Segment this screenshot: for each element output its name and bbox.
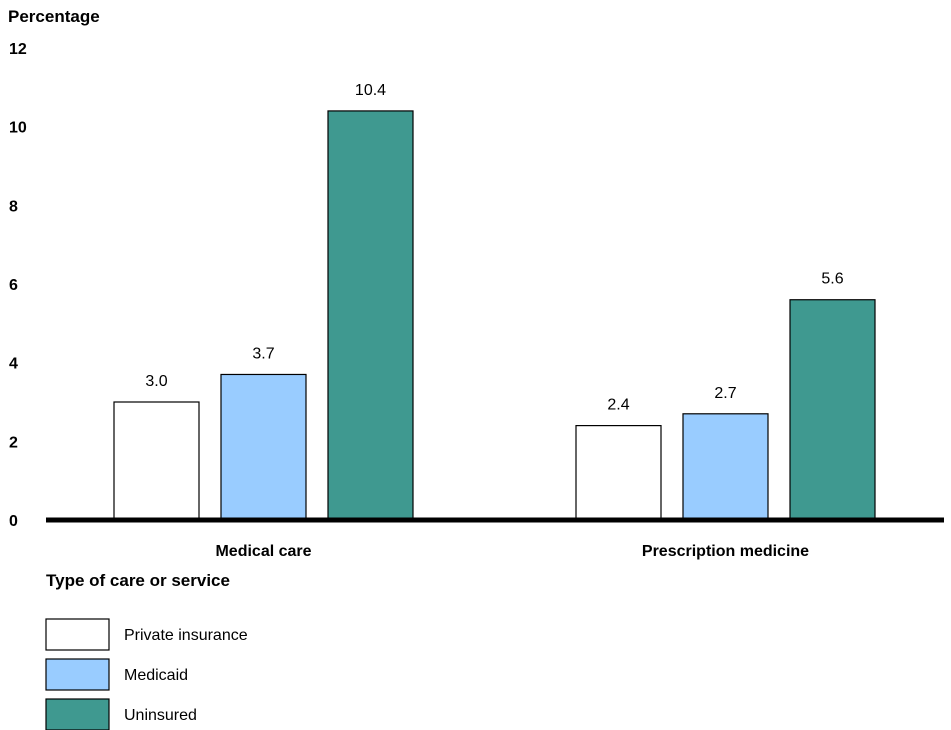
legend-swatch [45,618,110,651]
data-label: 3.0 [145,373,167,390]
data-label: 5.6 [821,271,843,288]
data-labels: 3.0 2.4 3.7 2.7 10.4 5.6 [145,82,843,414]
data-label: 10.4 [355,82,386,99]
legend-swatch [45,698,110,730]
legend-label: Uninsured [124,707,197,724]
y-tick-label: 4 [9,356,18,373]
y-tick-label: 2 [9,434,18,451]
y-tick-label: 8 [9,198,18,215]
category-label: Medical care [215,543,311,560]
bar [682,413,769,521]
legend-swatch [45,658,110,691]
y-axis-label: Percentage [8,7,100,26]
bars [113,110,876,521]
y-tick-label: 0 [9,513,18,530]
category-labels: Medical care Prescription medicine [215,543,809,560]
legend-label: Private insurance [124,627,248,644]
bar [327,110,414,521]
x-axis-label: Type of care or service [46,571,230,590]
y-tick-label: 10 [9,120,27,137]
bar [575,425,662,521]
bar [220,373,307,521]
bar [789,299,876,521]
legend-label: Medicaid [124,667,188,684]
data-label: 2.4 [607,397,629,414]
data-label: 2.7 [714,385,736,402]
y-axis-ticks: 0 2 4 6 8 10 12 [9,41,27,530]
y-tick-label: 6 [9,277,18,294]
y-tick-label: 12 [9,41,27,58]
category-label: Prescription medicine [642,543,809,560]
bar [113,401,200,521]
data-label: 3.7 [252,345,274,362]
legend: Private insurance Medicaid Uninsured [45,618,248,730]
